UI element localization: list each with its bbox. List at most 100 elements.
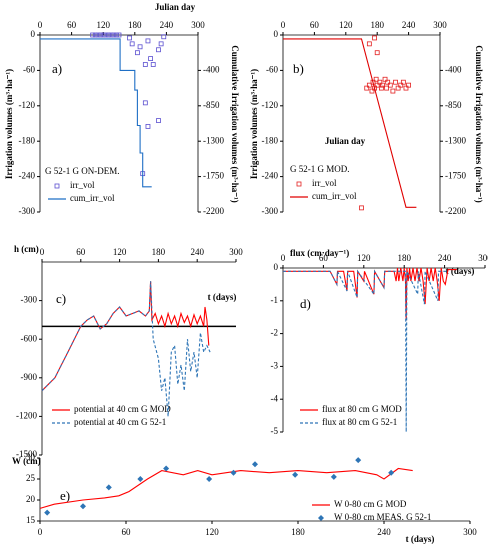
y-axis-label: flux (cm·day⁻¹)	[290, 248, 349, 258]
data-point	[330, 473, 337, 480]
data-point	[355, 457, 362, 464]
panel-label: a)	[52, 61, 62, 76]
annotation: G 52-1 G MOD.	[290, 164, 350, 174]
data-point	[98, 32, 103, 38]
y-tick-label: -60	[23, 64, 35, 74]
x-tick-label: 300	[433, 20, 447, 30]
data-point	[113, 32, 119, 38]
y-tick-label: 25	[26, 473, 36, 483]
data-point	[374, 82, 380, 88]
data-point	[80, 503, 86, 510]
y-tick-label: -1	[271, 295, 279, 305]
data-point	[359, 205, 364, 211]
data-point	[137, 44, 143, 50]
legend-label: W 0-80 cm G MOD	[334, 499, 407, 509]
x-tick-label: 240	[402, 20, 416, 30]
x-tick-label: 180	[397, 253, 411, 263]
y-tick-label: -3	[271, 360, 279, 370]
y2-axis-label: Cumulative Irrigation volumes (m³·ha⁻¹)	[230, 45, 240, 202]
y-tick-label: -180	[19, 135, 36, 145]
panel-label: d)	[300, 296, 311, 311]
data-point	[142, 100, 148, 106]
x-tick-label: 60	[310, 20, 320, 30]
y2-axis-label: Cumulative Irrigation volumes (m³·ha⁻¹)	[474, 45, 484, 202]
y-tick-label: -900	[21, 372, 38, 382]
x-tick-label: 120	[205, 527, 219, 537]
data-line	[40, 38, 152, 188]
y-axis-label: Irrigation volumes (m³·ha⁻¹)	[4, 69, 14, 179]
legend-marker	[296, 181, 302, 187]
y-tick-label: -1200	[16, 410, 37, 420]
data-line	[283, 38, 417, 208]
y-tick-label: -240	[19, 171, 36, 181]
y2-tick-label: -2200	[445, 206, 466, 216]
x-axis-label: Julian day	[325, 136, 366, 146]
data-point	[385, 79, 391, 85]
data-point	[380, 82, 385, 88]
data-point	[252, 461, 258, 468]
data-line	[283, 267, 457, 321]
x-tick-label: 240	[190, 247, 204, 257]
data-point	[374, 50, 380, 56]
x-tick-label: 180	[128, 20, 142, 30]
data-point	[395, 85, 401, 91]
y2-tick-label: -1750	[445, 171, 466, 181]
y-tick-label: -600	[21, 333, 38, 343]
legend-marker	[318, 515, 324, 521]
data-point	[137, 476, 144, 482]
data-point	[163, 465, 170, 472]
data-point	[158, 41, 164, 47]
data-point	[292, 471, 299, 478]
data-point	[100, 32, 106, 38]
legend-label: cum_irr_vol	[312, 191, 357, 201]
x-tick-label: 0	[281, 253, 286, 263]
x-tick-label: 0	[38, 20, 43, 30]
data-point	[106, 32, 111, 38]
y-tick-label: -120	[262, 100, 279, 110]
data-point	[398, 82, 404, 88]
x-tick-label: 180	[370, 20, 384, 30]
data-point	[364, 85, 370, 91]
data-point	[135, 50, 140, 56]
y-tick-label: 20	[26, 494, 36, 504]
legend-label: potential at 40 cm G 52-1	[74, 417, 166, 427]
data-point	[393, 79, 398, 85]
y-tick-label: -5	[271, 426, 279, 436]
y-tick-label: -120	[19, 100, 36, 110]
data-point	[372, 35, 377, 41]
y-axis-label: Irrigation volumes (m³·ha⁻¹)	[249, 69, 259, 179]
data-point	[382, 76, 388, 82]
y2-tick-label: -2200	[203, 206, 224, 216]
x-tick-label: 180	[291, 527, 305, 537]
y-axis-label: W (cm)	[12, 456, 41, 466]
x-tick-label: 120	[96, 20, 110, 30]
y-tick-label: -180	[262, 135, 279, 145]
x-axis-label: t (days)	[446, 266, 475, 276]
data-point	[44, 509, 51, 516]
legend-label: irr_vol	[312, 178, 337, 188]
x-tick-label: 60	[76, 247, 86, 257]
y-tick-label: 0	[274, 262, 279, 272]
data-line	[41, 281, 210, 392]
data-point	[378, 85, 384, 91]
data-point	[403, 85, 409, 91]
y2-tick-label: -1300	[203, 135, 224, 145]
y-axis-label: h (cm)	[14, 244, 39, 254]
x-tick-label: 120	[113, 247, 127, 257]
legend-label: cum_irr_vol	[70, 193, 115, 203]
y2-tick-label: -1750	[203, 171, 224, 181]
x-tick-label: 300	[463, 527, 477, 537]
data-point	[369, 88, 375, 94]
data-point	[388, 469, 395, 476]
y-tick-label: -300	[21, 295, 38, 305]
y-tick-label: -240	[262, 171, 279, 181]
data-point	[400, 79, 406, 85]
legend-label: W 0-80 cm MEAS. G 52-1	[334, 512, 431, 522]
data-point	[95, 32, 101, 38]
x-tick-label: 0	[40, 247, 45, 257]
annotation: G 52-1 G ON-DEM.	[45, 166, 120, 176]
x-axis-label: t (days)	[406, 534, 435, 544]
legend-marker	[54, 183, 60, 189]
panel-label: c)	[56, 291, 66, 306]
